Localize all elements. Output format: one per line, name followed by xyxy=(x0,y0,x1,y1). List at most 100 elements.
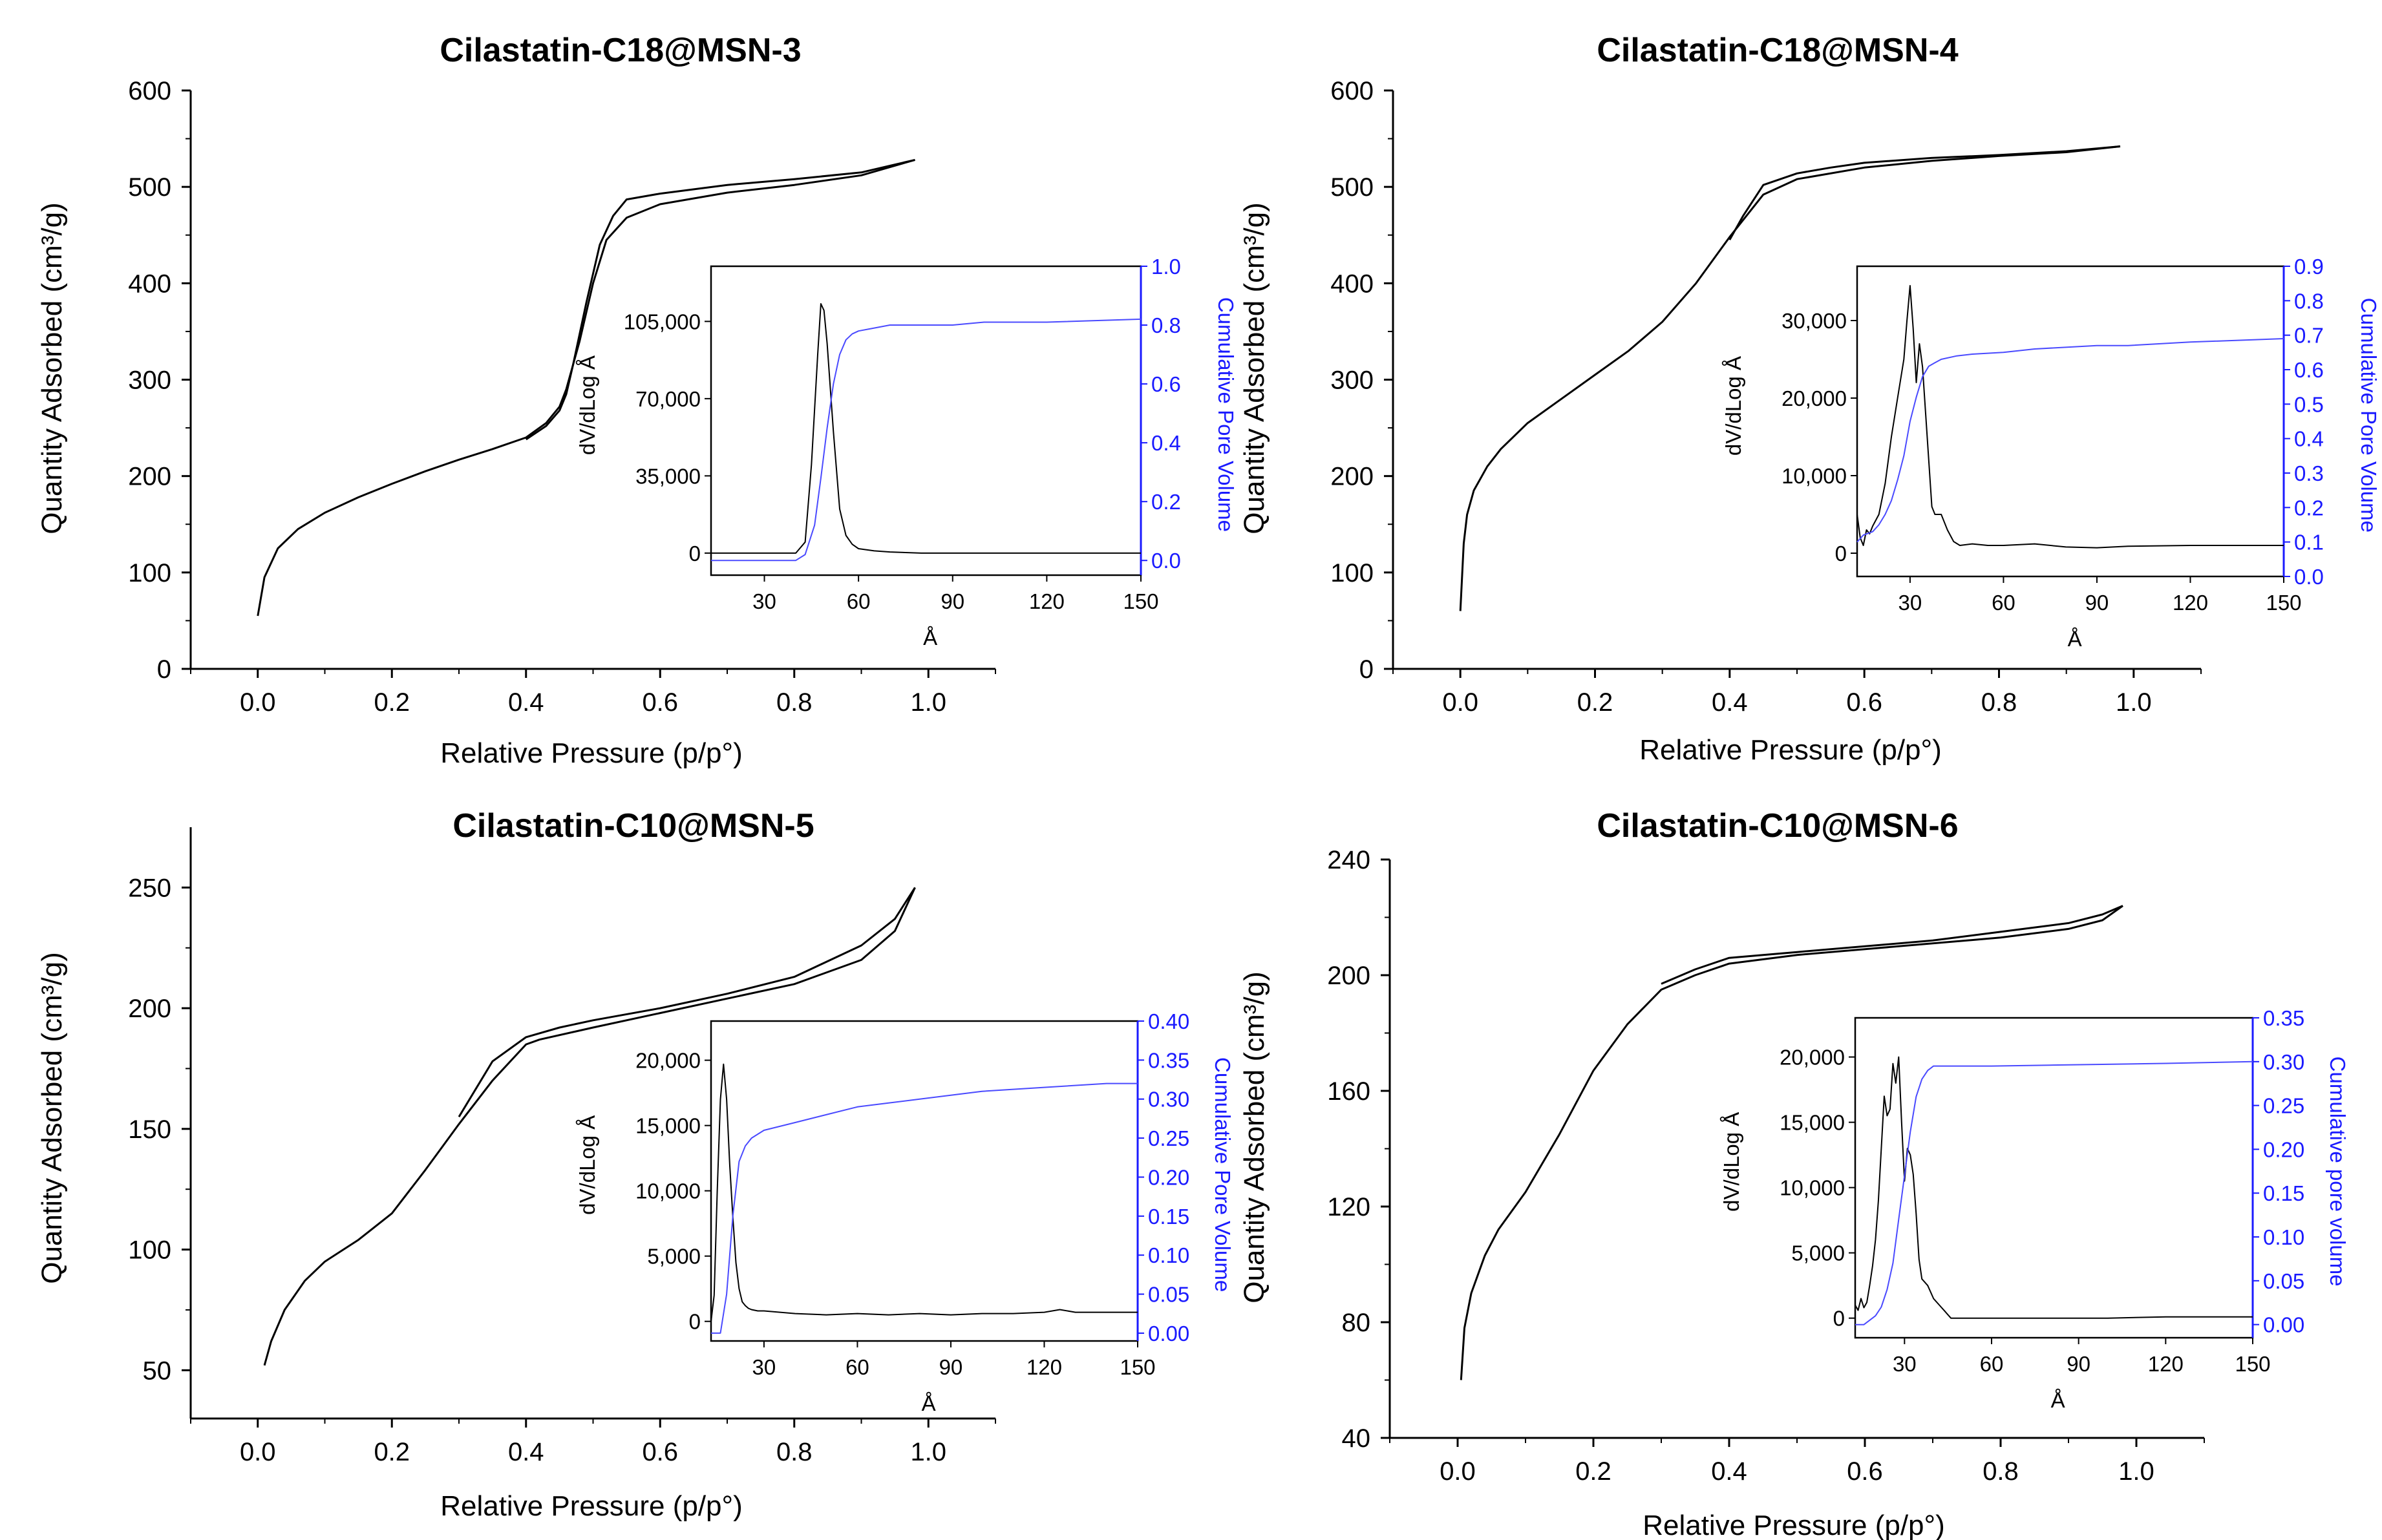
inset-right-tick-label: 0.35 xyxy=(1148,1048,1189,1072)
inset-cumulative-pore-volume-line xyxy=(1856,338,2284,543)
inset-x-axis-label: Å xyxy=(923,626,937,649)
inset-left-tick-label: 0 xyxy=(1833,1307,1845,1331)
inset-left-tick-label: 70,000 xyxy=(635,387,701,411)
x-tick-label: 0.6 xyxy=(642,688,678,717)
x-axis-label: Relative Pressure (p/p°) xyxy=(440,737,743,769)
inset-x-tick-label: 60 xyxy=(1992,591,2015,615)
inset-left-axis-label: dV/dLog Å xyxy=(1721,356,1745,456)
inset-dvdlog-line xyxy=(1855,1056,2253,1319)
inset-right-tick-label: 0.2 xyxy=(1151,490,1181,514)
inset-right-tick-label: 0.4 xyxy=(2294,427,2324,451)
inset-right-tick-label: 0.20 xyxy=(2263,1137,2304,1161)
inset-x-tick-label: 90 xyxy=(2085,591,2109,615)
inset-chart: 30 60 90 120 150 Å 0 5,000 10,000 15,000 20,000 dV/… xyxy=(1719,1006,2350,1412)
chart-title: Cilastatin-C10@MSN-5 xyxy=(452,807,814,845)
inset-frame xyxy=(1856,265,2285,578)
inset-right-tick-label: 0.00 xyxy=(1148,1322,1189,1345)
inset-left-tick-label: 15,000 xyxy=(1780,1111,1845,1135)
inset-left-tick-label: 35,000 xyxy=(635,464,701,488)
y-tick-label: 200 xyxy=(1330,463,1374,491)
x-tick-label: 0.2 xyxy=(374,688,410,717)
inset-right-tick-label: 0.0 xyxy=(1151,549,1181,573)
inset-left-tick-label: 20,000 xyxy=(635,1049,701,1073)
x-axis-label: Relative Pressure (p/p°) xyxy=(1643,1510,1945,1540)
inset-right-tick-label: 0.3 xyxy=(2294,461,2324,485)
isotherm-desorption-line xyxy=(458,887,916,1117)
inset-right-tick-label: 0.05 xyxy=(1148,1283,1189,1307)
inset-right-tick-label: 0.10 xyxy=(2263,1225,2304,1249)
inset-right-tick-label: 0.8 xyxy=(2294,289,2324,313)
x-tick-label: 1.0 xyxy=(2116,688,2152,717)
inset-right-tick-label: 0.8 xyxy=(1151,313,1181,337)
x-tick-label: 1.0 xyxy=(2118,1457,2154,1486)
x-axis-label: Relative Pressure (p/p°) xyxy=(1639,734,1942,766)
y-tick-label: 200 xyxy=(1327,962,1370,990)
inset-right-tick-label: 0.05 xyxy=(2263,1269,2304,1293)
x-tick-label: 0.4 xyxy=(508,688,544,717)
chart-title: Cilastatin-C10@MSN-6 xyxy=(1597,807,1958,845)
y-axis-label: Quantity Adsorbed (cm³/g) xyxy=(36,202,68,534)
inset-cumulative-pore-volume-line xyxy=(1855,1060,2253,1325)
x-tick-label: 0.0 xyxy=(1440,1457,1476,1486)
inset-right-axis-label: Cumulative Pore Volume xyxy=(1214,297,1238,532)
inset-x-tick-label: 30 xyxy=(1893,1352,1917,1376)
x-tick-label: 0.8 xyxy=(1983,1457,2019,1486)
inset-left-tick-label: 10,000 xyxy=(635,1179,701,1203)
isotherm-adsorption-line xyxy=(1459,145,2121,611)
inset-x-tick-label: 150 xyxy=(1120,1355,1155,1379)
inset-left-tick-label: 0 xyxy=(689,1310,701,1334)
inset-x-tick-label: 150 xyxy=(1123,589,1158,613)
y-tick-label: 120 xyxy=(1327,1193,1370,1221)
inset-frame xyxy=(1854,1017,2254,1339)
inset-left-tick-label: 0 xyxy=(1835,542,1847,565)
inset-x-tick-label: 30 xyxy=(752,1355,776,1379)
y-tick-label: 150 xyxy=(128,1115,171,1144)
inset-right-tick-label: 0.20 xyxy=(1148,1165,1189,1189)
inset-x-axis-label: Å xyxy=(2051,1388,2065,1412)
inset-right-tick-label: 0.40 xyxy=(1148,1009,1189,1033)
y-tick-label: 200 xyxy=(128,995,171,1023)
inset-x-axis-label: Å xyxy=(922,1391,936,1415)
inset-right-tick-label: 0.0 xyxy=(2294,565,2324,589)
inset-right-tick-label: 0.6 xyxy=(2294,358,2324,382)
inset-right-tick-label: 0.15 xyxy=(2263,1181,2304,1205)
y-tick-label: 500 xyxy=(128,173,171,202)
isotherm-adsorption-line xyxy=(257,158,915,617)
inset-x-tick-label: 90 xyxy=(2067,1352,2090,1376)
chart-panel-1: Cilastatin-C18@MSN-301002003004005006000… xyxy=(36,32,1238,769)
y-axis-label: Quantity Adsorbed (cm³/g) xyxy=(36,952,68,1284)
inset-x-tick-label: 90 xyxy=(941,589,964,613)
inset-x-tick-label: 30 xyxy=(1898,591,1922,615)
x-tick-label: 0.0 xyxy=(1442,688,1478,717)
y-tick-label: 160 xyxy=(1327,1077,1370,1106)
inset-x-tick-label: 120 xyxy=(2148,1352,2184,1376)
y-axis-label: Quantity Adsorbed (cm³/g) xyxy=(1239,971,1270,1303)
isotherm-desorption-line xyxy=(1728,145,2121,240)
isotherm-desorption-line xyxy=(525,158,915,441)
inset-right-tick-label: 0.1 xyxy=(2294,531,2324,554)
x-tick-label: 0.8 xyxy=(1981,688,2017,717)
inset-left-tick-label: 10,000 xyxy=(1780,1176,1845,1200)
y-tick-label: 400 xyxy=(128,269,171,298)
x-tick-label: 0.6 xyxy=(1847,1457,1883,1486)
isotherm-adsorption-line xyxy=(1460,905,2123,1380)
chart-panel-2: Cilastatin-C18@MSN-401002003004005006000… xyxy=(1239,32,2381,766)
inset-right-tick-label: 0.25 xyxy=(1148,1126,1189,1150)
inset-right-axis-label: Cumulative pore volume xyxy=(2326,1057,2350,1287)
x-tick-label: 0.0 xyxy=(240,688,276,717)
inset-right-tick-label: 0.25 xyxy=(2263,1094,2304,1118)
y-axis-label: Quantity Adsorbed (cm³/g) xyxy=(1239,202,1270,534)
inset-cumulative-pore-volume-line xyxy=(711,1082,1138,1334)
x-tick-label: 0.4 xyxy=(1712,688,1748,717)
x-tick-label: 0.4 xyxy=(508,1438,544,1466)
inset-right-tick-label: 0.15 xyxy=(1148,1205,1189,1229)
y-tick-label: 100 xyxy=(1330,559,1374,587)
inset-right-tick-label: 0.5 xyxy=(2294,392,2324,416)
inset-left-tick-label: 5,000 xyxy=(1791,1241,1845,1265)
inset-x-axis-label: Å xyxy=(2068,627,2082,651)
x-tick-label: 0.8 xyxy=(776,688,813,717)
inset-right-tick-label: 0.30 xyxy=(1148,1088,1189,1112)
y-tick-label: 300 xyxy=(1330,366,1374,395)
inset-right-tick-label: 1.0 xyxy=(1151,255,1181,279)
